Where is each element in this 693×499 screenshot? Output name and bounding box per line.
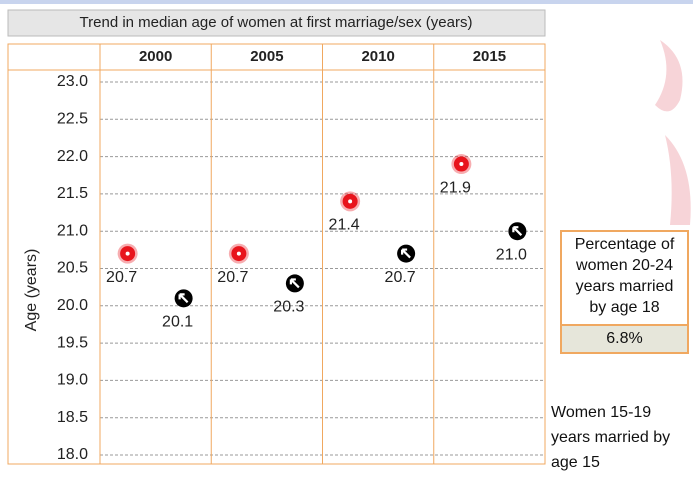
data-label: 20.3: [273, 299, 304, 316]
y-tick-label: 19.5: [57, 334, 88, 351]
title-box: [7, 9, 546, 37]
data-label: 20.1: [162, 314, 193, 331]
decor: [655, 40, 683, 112]
column-header: 2000: [139, 48, 172, 65]
marker: [285, 274, 304, 293]
marker: [228, 243, 249, 264]
column-header: 2010: [361, 48, 394, 65]
table-frame: [7, 43, 546, 465]
y-tick-label: 22.0: [57, 148, 88, 165]
side-box: Percentage of women 20-24 years married …: [560, 230, 689, 354]
data-label: 20.7: [106, 269, 137, 286]
marker: [508, 222, 527, 241]
y-tick-label: 23.0: [57, 73, 88, 90]
data-label: 20.7: [217, 269, 248, 286]
chart-title: Trend in median age of women at first ma…: [80, 14, 473, 31]
side-box-value: 6.8%: [562, 324, 687, 352]
data-label: 20.7: [385, 269, 416, 286]
y-tick-label: 20.5: [57, 260, 88, 277]
y-tick-label: 18.0: [57, 446, 88, 463]
y-tick-label: 21.0: [57, 222, 88, 239]
column-header: 2005: [250, 48, 283, 65]
y-tick-label: 19.0: [57, 372, 88, 389]
marker: [451, 154, 472, 175]
y-axis-label: Age (years): [23, 249, 40, 332]
column-header: 2015: [473, 48, 506, 65]
y-tick-label: 21.5: [57, 185, 88, 202]
marker: [397, 244, 416, 263]
data-label: 21.4: [329, 217, 360, 234]
marker: [117, 243, 138, 264]
y-tick-label: 22.5: [57, 111, 88, 128]
decor: [665, 135, 691, 225]
marker: [174, 289, 193, 308]
data-label: 21.0: [496, 246, 527, 263]
y-tick-label: 20.0: [57, 297, 88, 314]
side-note: Women 15-19 years married by age 15: [551, 404, 671, 471]
marker: [340, 191, 361, 212]
side-box-title: Percentage of women 20-24 years married …: [574, 236, 675, 316]
y-tick-label: 18.5: [57, 409, 88, 426]
data-label: 21.9: [440, 179, 471, 196]
top-strip: [0, 0, 693, 4]
